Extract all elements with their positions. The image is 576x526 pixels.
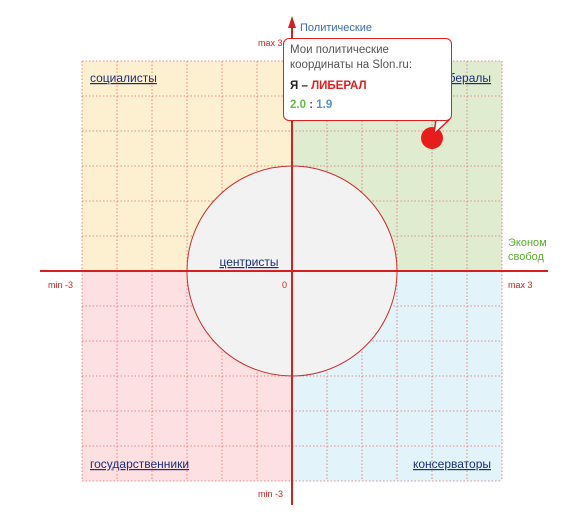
origin-label: 0	[282, 280, 287, 290]
y-tick-min: min -3	[258, 489, 283, 499]
verdict-prefix: Я –	[290, 80, 312, 92]
callout-pointer	[432, 118, 451, 136]
x-tick-max: max 3	[508, 280, 533, 290]
coordinates-value: 2.0 : 1.9	[290, 98, 445, 113]
verdict: Я – ЛИБЕРАЛ	[290, 79, 445, 94]
y-tick-max: max 3	[258, 38, 283, 48]
callout-line-1: Мои политические	[290, 44, 389, 56]
quadrant-label-bottom-left: государственники	[90, 457, 189, 471]
y-axis-arrow	[288, 16, 296, 28]
x-axis-title-line: свобод	[508, 251, 545, 263]
y-coordinate: 1.9	[316, 99, 333, 111]
y-axis-title: Политические	[300, 22, 372, 34]
verdict-role: ЛИБЕРАЛ	[311, 80, 367, 92]
user-position-marker	[421, 127, 443, 149]
x-tick-min: min -3	[48, 280, 73, 290]
x-coordinate: 2.0	[290, 99, 306, 111]
coordinates-callout: Мои политические координаты на Slon.ru: …	[283, 38, 452, 121]
centre-label: центристы	[219, 255, 278, 269]
x-axis-title-line: Эконом	[508, 237, 547, 249]
coordinate-separator: :	[306, 99, 317, 111]
quadrant-label-bottom-right: консерваторы	[413, 457, 491, 471]
quadrant-label-top-left: социалисты	[90, 71, 157, 85]
callout-line-2: координаты на Slon.ru:	[290, 59, 413, 71]
